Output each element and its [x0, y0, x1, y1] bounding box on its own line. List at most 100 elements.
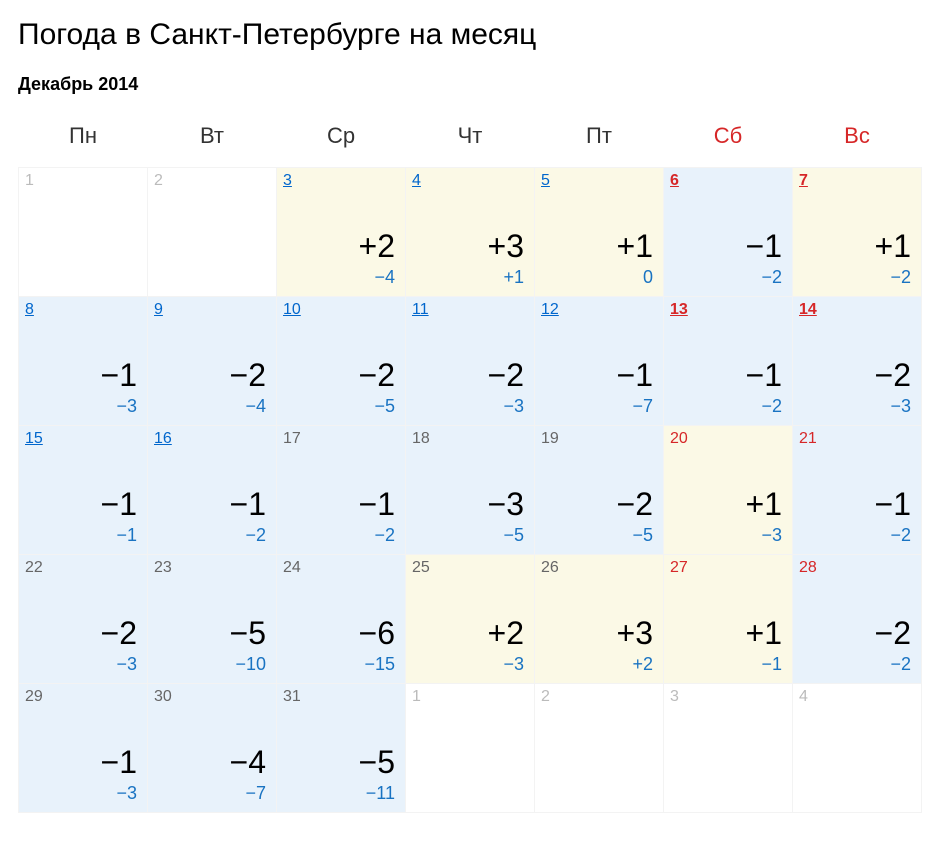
day-number: 31: [283, 688, 301, 706]
calendar-week-row: 8−1−39−2−410−2−511−2−312−1−713−1−214−2−3: [19, 297, 922, 426]
calendar-day-cell[interactable]: 3 +2−4: [277, 168, 406, 297]
day-cell-inner: 2: [148, 168, 276, 296]
calendar-day-cell[interactable]: 8 −1−3: [19, 297, 148, 426]
day-number: 20: [670, 430, 688, 448]
weekday-header-row: ПнВтСрЧтПтСбВс: [19, 113, 922, 168]
page-title: Погода в Санкт-Петербурге на месяц: [18, 18, 922, 52]
calendar-day-cell[interactable]: 6 −1−2: [664, 168, 793, 297]
day-number-link[interactable]: 11: [412, 301, 429, 319]
temp-high: −2: [230, 359, 266, 397]
weekday-header: Пт: [535, 113, 664, 168]
day-cell-inner: 15 −1−1: [19, 426, 147, 554]
calendar-day-cell[interactable]: 4 +3+1: [406, 168, 535, 297]
day-number-link[interactable]: 12: [541, 301, 559, 319]
day-cell-inner: 7+1−2: [793, 168, 921, 296]
day-temps: −1−3: [101, 746, 137, 802]
temp-high: −1: [230, 488, 266, 526]
day-number: 22: [25, 559, 43, 577]
calendar-day-cell[interactable]: 7+1−2: [793, 168, 922, 297]
day-temps: +2−4: [359, 230, 395, 286]
calendar-day-cell: 18−3−5: [406, 426, 535, 555]
calendar-week-row: 15−1−116−1−217−1−218−3−519−2−520+1−321−1…: [19, 426, 922, 555]
calendar-day-cell: 25+2−3: [406, 555, 535, 684]
day-number-link[interactable]: 5: [541, 172, 550, 190]
temp-high: −5: [230, 617, 266, 655]
day-cell-inner: 5+10: [535, 168, 663, 296]
calendar-day-cell[interactable]: 12 −1−7: [535, 297, 664, 426]
day-temps: −1−2: [230, 488, 266, 544]
temp-high: −1: [101, 359, 137, 397]
temp-low: −7: [230, 784, 266, 802]
calendar-day-cell[interactable]: 16 −1−2: [148, 426, 277, 555]
day-number-link[interactable]: 6: [670, 172, 679, 190]
temp-high: +1: [746, 617, 782, 655]
calendar-day-cell[interactable]: 14−2−3: [793, 297, 922, 426]
calendar-day-cell[interactable]: 11 −2−3: [406, 297, 535, 426]
calendar-day-cell[interactable]: 10−2−5: [277, 297, 406, 426]
day-number-link[interactable]: 16: [154, 430, 172, 448]
day-number-link[interactable]: 3: [283, 172, 292, 190]
day-cell-inner: 26 +3+2: [535, 555, 663, 683]
day-cell-inner: 20 +1−3: [664, 426, 792, 554]
day-number: 18: [412, 430, 430, 448]
day-number: 17: [283, 430, 301, 448]
calendar-day-cell[interactable]: 13−1−2: [664, 297, 793, 426]
weekday-header: Ср: [277, 113, 406, 168]
temp-low: −1: [101, 526, 137, 544]
calendar-day-cell: 17−1−2: [277, 426, 406, 555]
day-number: 1: [412, 688, 421, 706]
day-cell-inner: 29−1−3: [19, 684, 147, 812]
temp-low: −11: [359, 784, 395, 802]
temp-low: −3: [101, 397, 137, 415]
day-number-link[interactable]: 14: [799, 301, 817, 319]
day-temps: −1−2: [746, 230, 782, 286]
calendar-day-cell: 29−1−3: [19, 684, 148, 813]
temp-low: −2: [746, 397, 782, 415]
calendar-day-cell: 26 +3+2: [535, 555, 664, 684]
day-number-link[interactable]: 4: [412, 172, 421, 190]
day-number: 26: [541, 559, 559, 577]
temp-low: −10: [230, 655, 266, 673]
day-temps: −5−11: [359, 746, 395, 802]
day-cell-inner: 17−1−2: [277, 426, 405, 554]
day-temps: −1−7: [617, 359, 653, 415]
day-number-link[interactable]: 13: [670, 301, 688, 319]
day-temps: +3+2: [617, 617, 653, 673]
calendar-day-cell[interactable]: 9 −2−4: [148, 297, 277, 426]
temp-low: −3: [101, 655, 137, 673]
calendar-day-cell[interactable]: 15 −1−1: [19, 426, 148, 555]
day-temps: −4−7: [230, 746, 266, 802]
temp-high: +1: [875, 230, 911, 268]
day-temps: −1−1: [101, 488, 137, 544]
calendar-day-cell: 1: [406, 684, 535, 813]
day-cell-inner: 14−2−3: [793, 297, 921, 425]
temp-high: +3: [617, 617, 653, 655]
day-number-link[interactable]: 8: [25, 301, 34, 319]
day-temps: −2−3: [488, 359, 524, 415]
calendar-day-cell[interactable]: 5+10: [535, 168, 664, 297]
temp-high: −2: [488, 359, 524, 397]
temp-low: −2: [746, 268, 782, 286]
day-temps: +1−1: [746, 617, 782, 673]
temp-low: −2: [230, 526, 266, 544]
day-cell-inner: 2: [535, 684, 663, 812]
day-number-link[interactable]: 15: [25, 430, 43, 448]
temp-low: −2: [875, 655, 911, 673]
temp-low: −2: [875, 526, 911, 544]
day-number-link[interactable]: 9: [154, 301, 163, 319]
calendar-day-cell: 27+1−1: [664, 555, 793, 684]
day-cell-inner: 8 −1−3: [19, 297, 147, 425]
day-number-link[interactable]: 10: [283, 301, 301, 319]
day-cell-inner: 22−2−3: [19, 555, 147, 683]
day-temps: +3+1: [488, 230, 524, 286]
calendar-day-cell: 24−6−15: [277, 555, 406, 684]
temp-high: +2: [359, 230, 395, 268]
calendar-day-cell: 4: [793, 684, 922, 813]
temp-low: −4: [230, 397, 266, 415]
day-number: 2: [541, 688, 550, 706]
day-cell-inner: 1: [406, 684, 534, 812]
day-cell-inner: 1: [19, 168, 147, 296]
day-cell-inner: 12 −1−7: [535, 297, 663, 425]
day-temps: +1−3: [746, 488, 782, 544]
day-number-link[interactable]: 7: [799, 172, 808, 190]
